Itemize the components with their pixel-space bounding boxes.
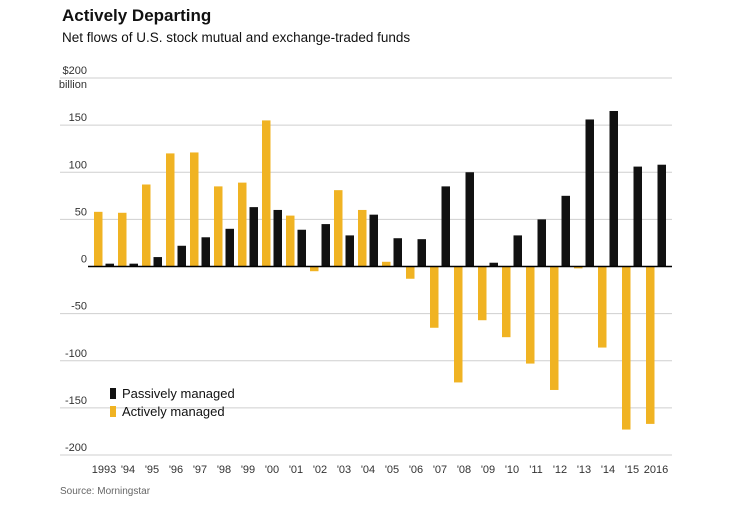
x-tick-label: '01 — [289, 464, 303, 476]
bar-active-12 — [382, 261, 391, 267]
y-tick-label: -50 — [71, 301, 87, 313]
x-tick-label: '97 — [193, 464, 207, 476]
y-tick-label: 150 — [69, 112, 87, 124]
bar-passive-10 — [345, 235, 354, 267]
bar-passive-4 — [201, 237, 210, 267]
grid-lines — [60, 77, 672, 456]
bar-passive-16 — [489, 262, 498, 267]
bar-passive-18 — [537, 219, 546, 267]
chart-title: Actively Departing — [62, 6, 212, 25]
bar-active-19 — [550, 266, 559, 390]
y-tick-label: -150 — [65, 395, 87, 407]
y-tick-label: 0 — [81, 254, 87, 266]
bar-active-1 — [118, 212, 127, 267]
bar-active-5 — [214, 186, 223, 267]
bar-passive-8 — [297, 229, 306, 267]
legend-swatch — [110, 406, 116, 417]
bar-active-2 — [142, 184, 151, 267]
legend-label: Actively managed — [122, 404, 225, 419]
x-tick-label: '98 — [217, 464, 231, 476]
bar-passive-21 — [609, 110, 618, 267]
bar-active-10 — [334, 190, 343, 267]
bar-passive-7 — [273, 209, 282, 267]
bars — [94, 110, 666, 430]
bar-passive-6 — [249, 207, 258, 267]
x-tick-label: 2016 — [644, 464, 668, 476]
bar-active-7 — [262, 120, 271, 267]
bar-active-8 — [286, 215, 295, 267]
x-tick-label: '07 — [433, 464, 447, 476]
bar-active-6 — [238, 182, 247, 267]
x-tick-label: '14 — [601, 464, 615, 476]
bar-passive-3 — [177, 245, 186, 267]
y-axis-ticks: $200 150 100 50 0 -50 -100 -150 -200 — [63, 65, 87, 454]
bar-active-21 — [598, 266, 607, 348]
bar-active-3 — [166, 153, 175, 267]
y-tick-label: -200 — [65, 442, 87, 454]
x-tick-label: '08 — [457, 464, 471, 476]
x-tick-label: '13 — [577, 464, 591, 476]
bar-active-18 — [526, 266, 535, 364]
bar-passive-17 — [513, 235, 522, 267]
bar-passive-22 — [633, 166, 642, 267]
y-tick-label: 100 — [69, 159, 87, 171]
bar-active-22 — [622, 266, 631, 430]
x-tick-label: '09 — [481, 464, 495, 476]
bar-passive-15 — [465, 172, 474, 267]
bar-passive-12 — [393, 238, 402, 267]
bar-active-13 — [406, 266, 415, 279]
bar-passive-0 — [105, 263, 114, 267]
bar-passive-14 — [441, 186, 450, 267]
x-tick-label: '02 — [313, 464, 327, 476]
x-tick-label: '12 — [553, 464, 567, 476]
bar-active-23 — [646, 266, 655, 424]
y-tick-label: -100 — [65, 348, 87, 360]
x-tick-label: '96 — [169, 464, 183, 476]
bar-active-17 — [502, 266, 511, 338]
x-tick-label: '04 — [361, 464, 375, 476]
bar-passive-2 — [153, 257, 162, 267]
bar-active-11 — [358, 209, 367, 267]
bar-active-14 — [430, 266, 439, 328]
x-axis-ticks: 1993 '94 '95 '96 '97 '98 '99 '00 '01 '02 '03 '04 '05… — [92, 464, 668, 476]
x-tick-label: '03 — [337, 464, 351, 476]
bar-active-9 — [310, 266, 319, 272]
bar-passive-13 — [417, 239, 426, 267]
bar-passive-1 — [129, 263, 138, 267]
bar-passive-9 — [321, 224, 330, 267]
bar-active-15 — [454, 266, 463, 383]
bar-active-16 — [478, 266, 487, 321]
x-tick-label: '95 — [145, 464, 159, 476]
y-axis-unit-label: billion — [59, 79, 87, 91]
y-tick-label: $200 — [63, 65, 87, 77]
bar-passive-11 — [369, 214, 378, 267]
chart-subtitle: Net flows of U.S. stock mutual and excha… — [62, 30, 411, 45]
bar-active-4 — [190, 152, 199, 267]
legend: Passively managed Actively managed — [110, 386, 235, 419]
bar-passive-19 — [561, 195, 570, 267]
x-tick-label: 1993 — [92, 464, 116, 476]
y-tick-label: 50 — [75, 206, 87, 218]
bar-active-0 — [94, 211, 103, 267]
x-tick-label: '10 — [505, 464, 519, 476]
x-tick-label: '94 — [121, 464, 135, 476]
x-tick-label: '06 — [409, 464, 423, 476]
legend-swatch — [110, 388, 116, 399]
x-tick-label: '00 — [265, 464, 279, 476]
bar-active-20 — [574, 266, 583, 269]
bar-passive-20 — [585, 119, 594, 267]
x-tick-label: '99 — [241, 464, 255, 476]
source-note: Source: Morningstar — [60, 486, 151, 497]
bar-passive-23 — [657, 164, 666, 267]
x-tick-label: '11 — [529, 464, 543, 476]
legend-label: Passively managed — [122, 386, 235, 401]
bar-passive-5 — [225, 228, 234, 267]
x-tick-label: '15 — [625, 464, 639, 476]
x-tick-label: '05 — [385, 464, 399, 476]
